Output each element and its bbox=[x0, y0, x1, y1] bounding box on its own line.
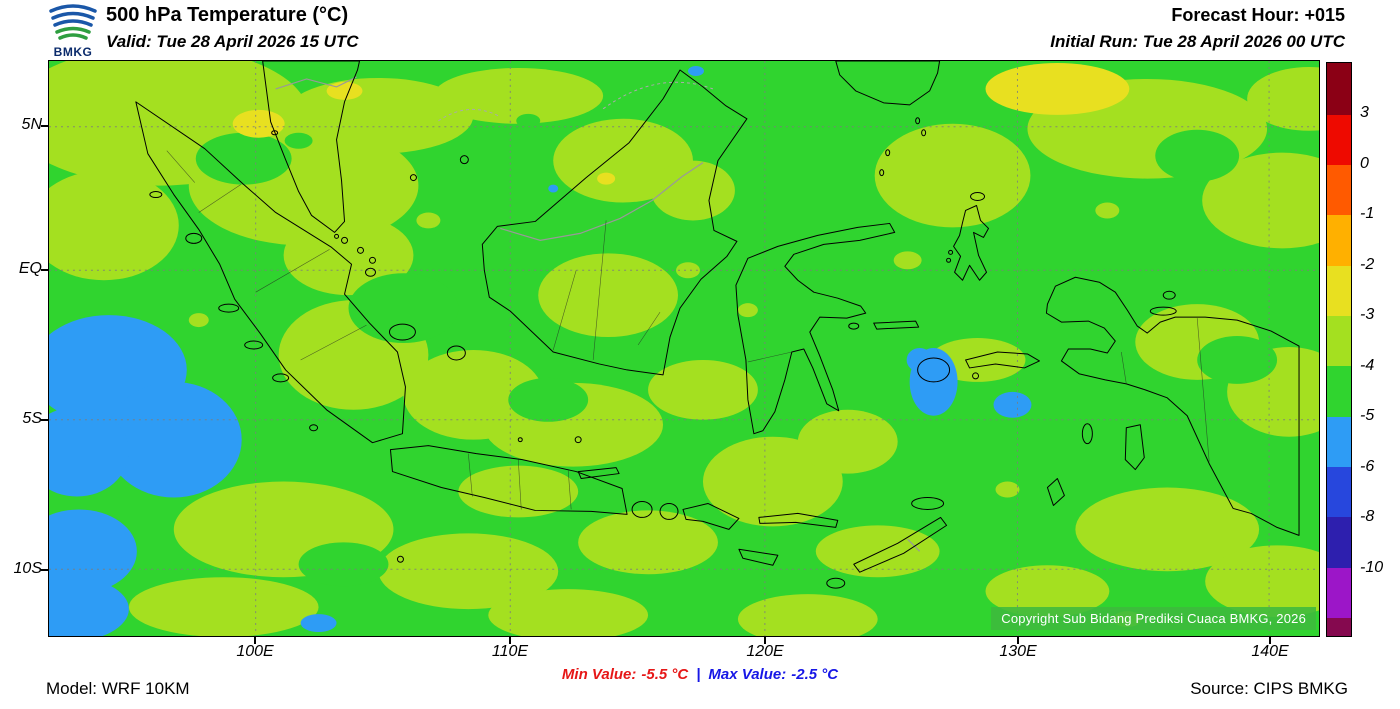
colorbar-tick-label: -6 bbox=[1360, 457, 1375, 475]
y-axis-tick bbox=[41, 269, 48, 271]
temp-patches-yellow bbox=[232, 62, 1130, 185]
minmax-values: Min Value: -5.5 °C | Max Value: -2.5 °C bbox=[0, 666, 1400, 683]
y-axis-tick bbox=[41, 419, 48, 421]
lon-label-130e: 130E bbox=[999, 643, 1037, 660]
colorbar-tick-label: -10 bbox=[1360, 558, 1384, 576]
x-axis-tick bbox=[1017, 637, 1019, 644]
province-boundaries bbox=[166, 150, 1210, 510]
colorbar-tick-label: -2 bbox=[1360, 255, 1375, 273]
min-value: Min Value: -5.5 °C bbox=[561, 666, 689, 683]
lat-label-eq: EQ bbox=[18, 260, 42, 277]
y-axis-tick bbox=[41, 125, 48, 127]
temperature-map-canvas bbox=[49, 61, 1319, 636]
colorbar-segment bbox=[1327, 467, 1351, 518]
max-value: Max Value: -2.5 °C bbox=[708, 666, 839, 683]
map-area: Copyright Sub Bidang Prediksi Cuaca BMKG… bbox=[48, 60, 1320, 637]
colorbar-segment bbox=[1327, 416, 1351, 468]
minmax-divider: | bbox=[696, 666, 701, 683]
colorbar-segment bbox=[1327, 618, 1351, 637]
x-axis-tick bbox=[1269, 637, 1271, 644]
valid-time: Valid: Tue 28 April 2026 15 UTC bbox=[106, 32, 359, 51]
colorbar-tick-label: 3 bbox=[1360, 104, 1369, 121]
lat-label-10s: 10S bbox=[13, 560, 42, 577]
colorbar-segment bbox=[1327, 366, 1351, 417]
colorbar bbox=[1326, 62, 1352, 637]
colorbar-segment bbox=[1327, 114, 1351, 166]
x-axis-tick bbox=[254, 637, 256, 644]
lat-label-5n: 5N bbox=[21, 116, 42, 133]
header-right-block: Forecast Hour: +015 Initial Run: Tue 28 … bbox=[1050, 5, 1345, 52]
lon-label-100e: 100E bbox=[236, 643, 274, 660]
temp-patches-blue bbox=[49, 65, 1032, 636]
colorbar-tick-label: 0 bbox=[1360, 154, 1369, 172]
header-left-block: 500 hPa Temperature (°C) Valid: Tue 28 A… bbox=[106, 4, 359, 52]
colorbar-segment bbox=[1327, 567, 1351, 619]
colorbar-segment bbox=[1327, 215, 1351, 266]
lon-label-140e: 140E bbox=[1251, 643, 1289, 660]
bmkg-logo-text: BMKG bbox=[53, 45, 93, 59]
temp-patches-green bbox=[195, 113, 1278, 587]
forecast-hour: Forecast Hour: +015 bbox=[1171, 5, 1345, 25]
bmkg-logo: BMKG bbox=[44, 3, 102, 59]
coastlines bbox=[135, 61, 1300, 589]
colorbar-segment bbox=[1327, 63, 1351, 115]
bmkg-logo-icon bbox=[49, 4, 97, 40]
header: BMKG 500 hPa Temperature (°C) Valid: Tue… bbox=[0, 0, 1400, 60]
colorbar-tick-label: -1 bbox=[1360, 205, 1375, 222]
colorbar-segment bbox=[1327, 316, 1351, 367]
lon-label-120e: 120E bbox=[746, 643, 784, 660]
y-axis-tick bbox=[41, 569, 48, 571]
page-title: 500 hPa Temperature (°C) bbox=[106, 4, 349, 26]
colorbar-tick-label: -4 bbox=[1360, 356, 1375, 374]
lat-label-5s: 5S bbox=[22, 410, 42, 427]
colorbar-tick-label: -3 bbox=[1360, 306, 1375, 323]
colorbar-tick-label: -5 bbox=[1360, 407, 1375, 424]
model-label: Model: WRF 10KM bbox=[46, 679, 190, 698]
colorbar-tick-label: -8 bbox=[1360, 508, 1375, 525]
x-axis-tick bbox=[764, 637, 766, 644]
x-axis-tick bbox=[509, 637, 511, 644]
colorbar-segment bbox=[1327, 265, 1351, 317]
lon-label-110e: 110E bbox=[491, 643, 529, 660]
initial-run: Initial Run: Tue 28 April 2026 00 UTC bbox=[1050, 32, 1345, 51]
source-label: Source: CIPS BMKG bbox=[1190, 679, 1348, 698]
colorbar-segment bbox=[1327, 165, 1351, 216]
copyright-badge: Copyright Sub Bidang Prediksi Cuaca BMKG… bbox=[991, 607, 1316, 630]
colorbar-segment bbox=[1327, 517, 1351, 568]
